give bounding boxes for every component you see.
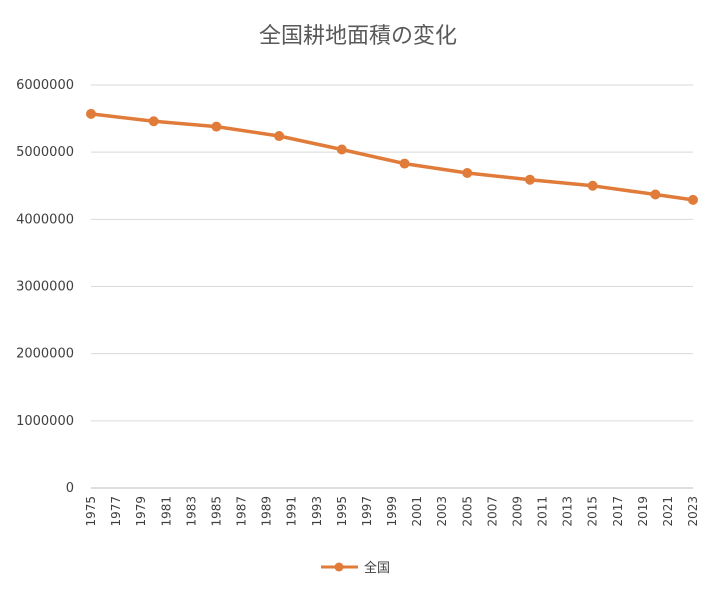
x-tick-label: 1983 — [184, 496, 198, 527]
x-tick-label: 1989 — [260, 496, 274, 527]
x-tick-label: 1977 — [109, 496, 123, 527]
x-tick-label: 1985 — [209, 496, 223, 527]
data-point — [587, 180, 598, 191]
y-tick-label: 2000000 — [16, 347, 74, 362]
x-tick-label: 2011 — [536, 496, 550, 527]
x-tick-label: 1997 — [360, 496, 374, 527]
gridlines — [91, 84, 693, 489]
y-tick-label: 5000000 — [16, 145, 74, 160]
x-tick-label: 2001 — [410, 496, 424, 527]
y-tick-label: 0 — [66, 481, 74, 496]
x-tick-label: 2007 — [485, 496, 499, 527]
x-tick-label: 1995 — [335, 496, 349, 527]
data-point — [524, 174, 535, 185]
x-tick-label: 1987 — [235, 496, 249, 527]
data-point — [650, 189, 661, 200]
y-axis-ticks: 0 1000000 2000000 3000000 4000000 5000000 6000… — [16, 78, 74, 496]
y-tick-label: 4000000 — [16, 212, 74, 227]
data-point — [148, 116, 159, 127]
legend: 全国 — [321, 560, 390, 576]
series-layer — [86, 108, 698, 205]
x-tick-label: 2003 — [435, 496, 449, 527]
x-tick-label: 1999 — [385, 496, 399, 527]
x-tick-label: 2015 — [586, 496, 600, 527]
data-point — [688, 194, 698, 205]
data-point — [399, 158, 410, 169]
y-tick-label: 6000000 — [16, 78, 74, 93]
x-axis-ticks: 1975 1977 1979 1981 1983 1985 1987 1989 1991 1993… — [84, 496, 700, 527]
x-tick-label: 2019 — [636, 496, 650, 527]
y-tick-label: 1000000 — [16, 414, 74, 429]
chart-title: 全国耕地面積の変化 — [259, 24, 457, 49]
x-tick-label: 2021 — [661, 496, 675, 527]
legend-swatch-marker — [334, 562, 344, 572]
series-line — [89, 112, 695, 202]
data-point — [211, 121, 222, 132]
x-tick-label: 1991 — [285, 496, 299, 527]
data-point — [86, 108, 96, 119]
x-tick-label: 2005 — [460, 496, 474, 527]
x-tick-label: 2013 — [561, 496, 575, 527]
x-tick-label: 1979 — [134, 496, 148, 527]
data-point — [462, 167, 473, 178]
x-tick-label: 1981 — [159, 496, 173, 527]
x-tick-label: 2023 — [686, 496, 700, 527]
x-tick-label: 1975 — [84, 496, 98, 527]
x-tick-label: 2009 — [510, 496, 524, 527]
data-point — [274, 131, 285, 142]
legend-label: 全国 — [364, 560, 390, 576]
x-tick-label: 1993 — [310, 496, 324, 527]
data-point — [336, 144, 347, 155]
y-tick-label: 3000000 — [16, 280, 74, 295]
x-tick-label: 2017 — [611, 496, 625, 527]
